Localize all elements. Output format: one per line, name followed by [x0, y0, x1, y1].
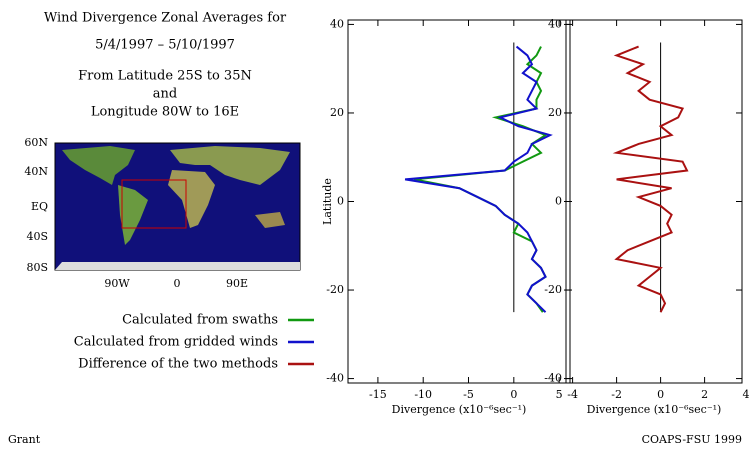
y-tick-label: 20 — [330, 106, 344, 119]
map-lat-label: 60N — [24, 136, 48, 149]
subtitle: From Latitude 25S to 35N — [78, 69, 252, 84]
y-tick-label: 40 — [330, 17, 344, 30]
x-tick-label: 2 — [701, 388, 708, 401]
y-tick-label: 20 — [548, 106, 562, 119]
y-tick-label: 0 — [555, 195, 562, 208]
series-line — [404, 45, 553, 313]
x-tick-label: 5 — [556, 388, 563, 401]
map-lat-label: 80S — [26, 261, 48, 274]
map-lat-label: 40S — [26, 230, 48, 243]
y-tick-label: 0 — [337, 195, 344, 208]
map — [54, 142, 301, 271]
x-tick-label: -5 — [463, 388, 474, 401]
plot-frame — [347, 19, 571, 384]
series-line — [612, 45, 689, 313]
map-lon-label: 0 — [174, 277, 181, 290]
map-lat-label: EQ — [31, 200, 48, 213]
title: Wind Divergence Zonal Averages for — [44, 11, 287, 26]
y-tick-label: -20 — [326, 283, 344, 296]
x-axis-label: Divergence (x10⁻⁶sec⁻¹) — [587, 403, 722, 416]
y-axis-label: Latitude — [321, 178, 334, 225]
footer-left: Grant — [8, 433, 41, 446]
legend-label: Calculated from gridded winds — [74, 335, 278, 350]
y-tick-label: -20 — [544, 283, 562, 296]
x-tick-label: 0 — [510, 388, 517, 401]
map-lon-label: 90E — [226, 277, 248, 290]
legend-label: Calculated from swaths — [122, 313, 278, 328]
x-tick-label: -2 — [611, 388, 622, 401]
y-tick-label: -40 — [326, 372, 344, 385]
map-lat-label: 40N — [24, 165, 48, 178]
x-tick-label: -10 — [414, 388, 432, 401]
footer-right: COAPS-FSU 1999 — [642, 433, 742, 446]
subtitle: and — [153, 87, 177, 102]
y-tick-label: 40 — [548, 17, 562, 30]
x-tick-label: 0 — [657, 388, 664, 401]
subtitle: Longitude 80W to 16E — [91, 105, 239, 120]
y-tick-label: -40 — [544, 372, 562, 385]
x-tick-label: 4 — [743, 388, 750, 401]
title: 5/4/1997 – 5/10/1997 — [95, 38, 235, 53]
x-axis-label: Divergence (x10⁻⁶sec⁻¹) — [392, 403, 527, 416]
x-tick-label: -4 — [567, 388, 578, 401]
legend-label: Difference of the two methods — [78, 357, 278, 372]
x-tick-label: -15 — [369, 388, 387, 401]
series-line — [413, 46, 548, 313]
plot-frame — [565, 19, 743, 384]
map-lon-label: 90W — [104, 277, 130, 290]
